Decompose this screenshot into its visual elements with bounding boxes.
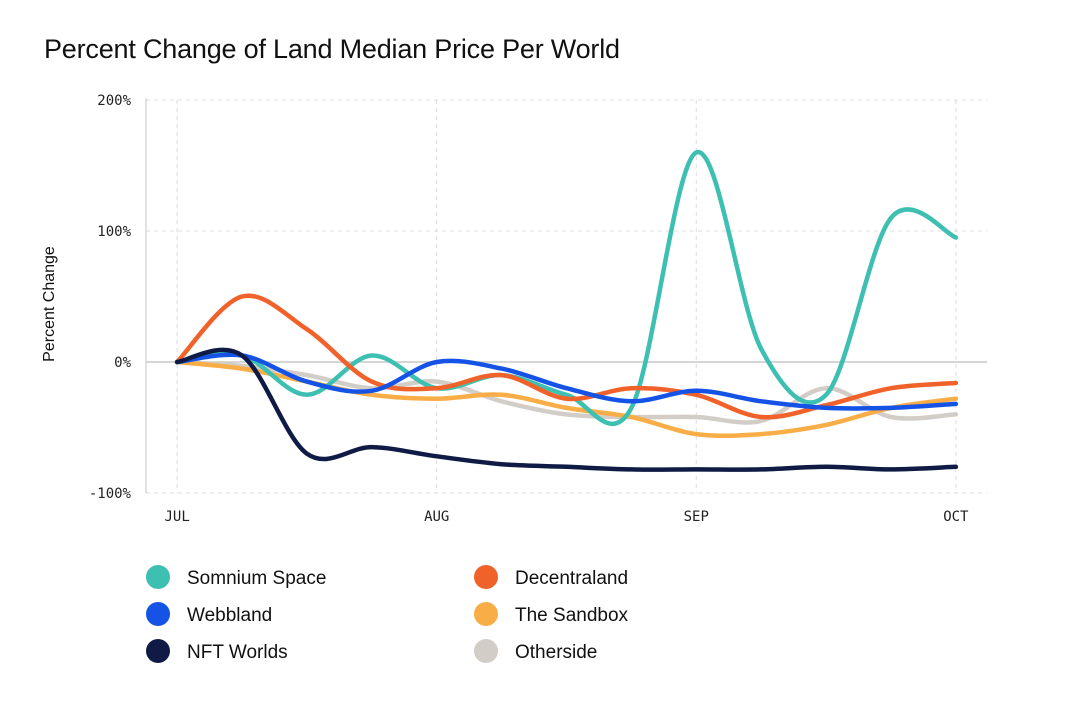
legend-label-otherside: Otherside: [515, 642, 597, 663]
legend-swatch-the-sandbox: [474, 602, 498, 626]
chart-title: Percent Change of Land Median Price Per …: [44, 34, 620, 64]
y-axis-title: Percent Change: [41, 246, 58, 362]
legend: Somnium Space Decentraland Webbland The San…: [146, 565, 629, 663]
legend-swatch-webbland: [146, 602, 170, 626]
series-line-nft-worlds: [174, 347, 959, 472]
axes: -100% 0% 100% 200% JUL AUG SEP OCT: [89, 93, 987, 525]
series-line-somnium-space: [174, 150, 959, 427]
y-tick-label-1: 0%: [114, 355, 131, 371]
x-tick-label-2: SEP: [684, 509, 709, 525]
legend-label-nft-worlds: NFT Worlds: [187, 642, 288, 663]
y-tick-label-2: 100%: [97, 224, 131, 240]
x-tick-label-0: JUL: [164, 509, 189, 525]
legend-swatch-nft-worlds: [146, 639, 170, 663]
x-tick-label-1: AUG: [424, 509, 449, 525]
series-line-decentraland: [174, 293, 959, 420]
legend-label-somnium-space: Somnium Space: [187, 568, 326, 589]
legend-swatch-otherside: [474, 639, 498, 663]
series-lines: [174, 150, 959, 472]
legend-label-decentraland: Decentraland: [515, 568, 628, 589]
legend-label-the-sandbox: The Sandbox: [515, 605, 629, 626]
grid: [146, 99, 987, 494]
x-tick-label-3: OCT: [943, 509, 969, 525]
legend-swatch-decentraland: [474, 565, 498, 589]
legend-label-webbland: Webbland: [187, 605, 272, 626]
y-tick-label-3: 200%: [97, 93, 131, 109]
legend-swatch-somnium-space: [146, 565, 170, 589]
series-line-otherside: [174, 359, 959, 425]
y-tick-label-0: -100%: [89, 486, 132, 502]
series-line-webbland: [174, 352, 959, 411]
